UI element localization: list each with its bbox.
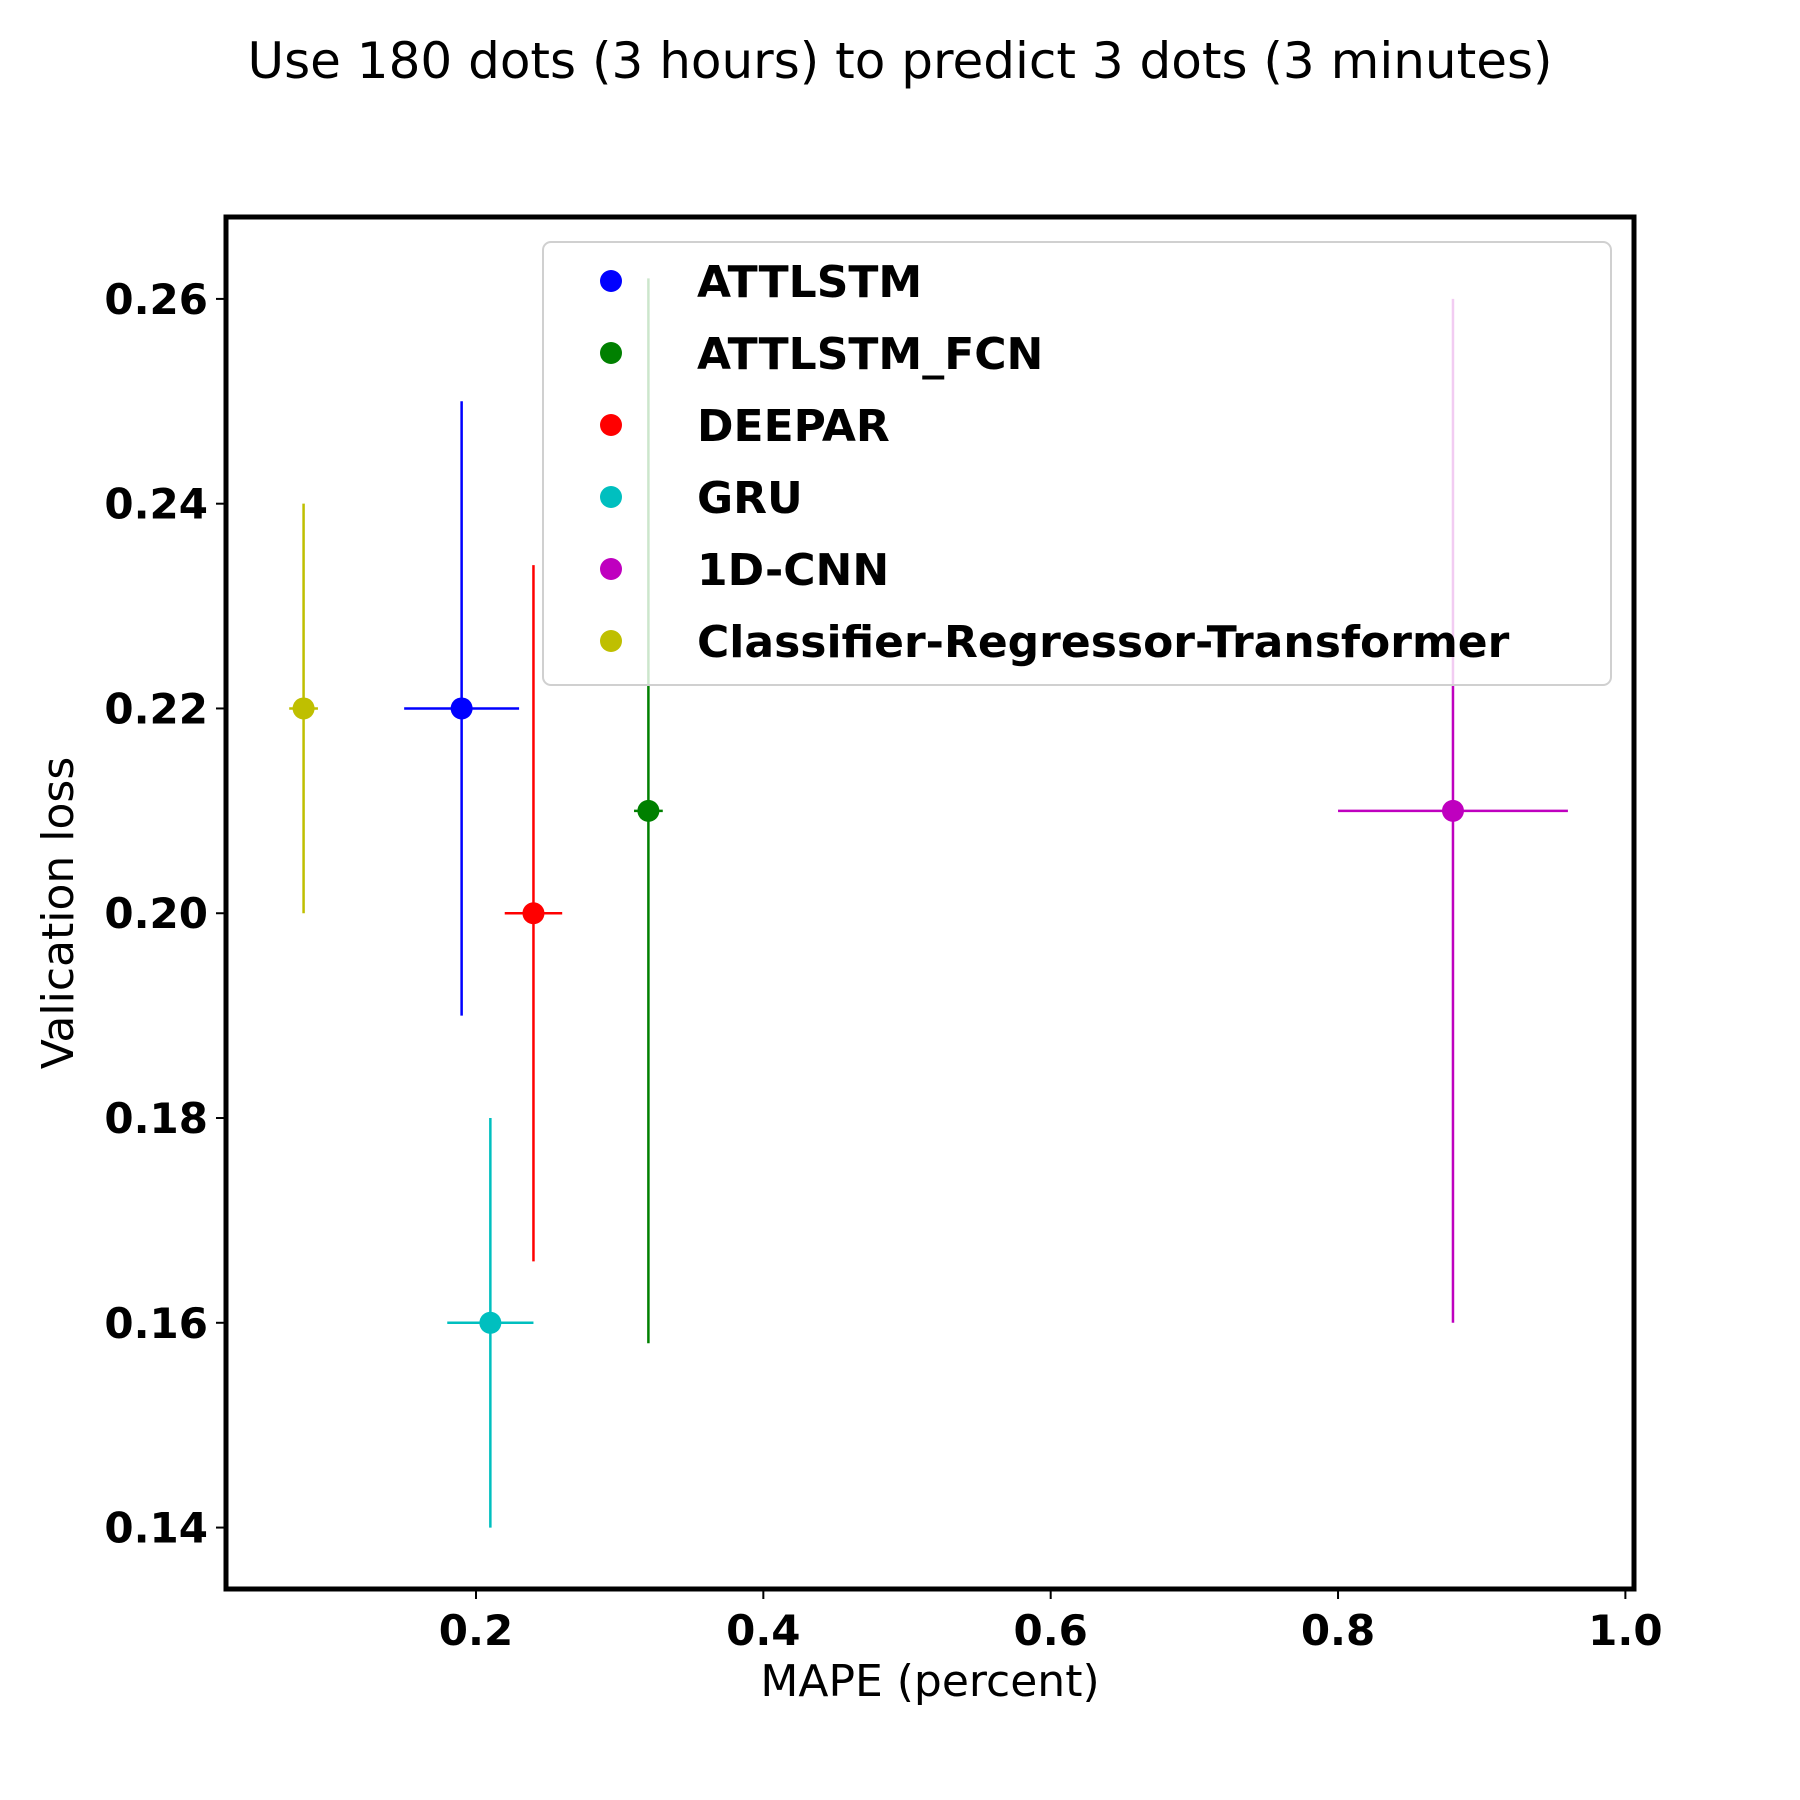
data-point-gru [479,1311,502,1334]
y-tick-label: 0.22 [104,684,208,733]
legend-box [542,241,1612,686]
x-tick-label: 1.0 [1588,1606,1662,1655]
legend-label-deepar: DEEPAR [697,401,890,452]
data-point-attlstm-fcn [637,799,660,822]
x-tick-label: 0.2 [439,1606,513,1655]
legend-marker-attlstm [600,270,622,292]
legend-marker-classifier-regressor-transformer [600,630,622,652]
legend-label-classifier-regressor-transformer: Classifier-Regressor-Transformer [697,617,1510,668]
data-point-attlstm [450,697,473,720]
legend: ATTLSTM ATTLSTM_FCN DEEPAR GRU 1D-CNN Classif… [542,241,1612,686]
chart-title: Use 180 dots (3 hours) to predict 3 dots… [247,32,1552,90]
x-tick-label: 0.8 [1301,1606,1375,1655]
x-axis-label: MAPE (percent) [760,1656,1099,1707]
y-tick-label: 0.20 [104,889,208,938]
y-tick-label: 0.14 [104,1504,208,1553]
x-tick-label: 0.4 [726,1606,800,1655]
legend-marker-deepar [600,414,622,436]
plot-frame [223,214,1637,1592]
data-point-classifier-regressor-transformer [292,697,315,720]
legend-label-1d-cnn: 1D-CNN [697,545,889,596]
y-tick-label: 0.24 [104,480,208,529]
legend-label-attlstm-fcn: ATTLSTM_FCN [697,329,1043,380]
y-tick-label: 0.26 [104,275,208,324]
y-axis-label: Valication loss [33,757,84,1070]
y-tick-label: 0.16 [104,1299,208,1348]
y-axis: 0.14 0.16 0.18 0.20 0.22 0.24 0.26 [104,275,226,1553]
x-axis: 0.2 0.4 0.6 0.8 1.0 [439,1589,1663,1655]
x-tick-label: 0.6 [1013,1606,1087,1655]
legend-marker-gru [600,486,622,508]
legend-label-attlstm: ATTLSTM [697,257,922,308]
data-point-deepar [522,902,545,925]
y-tick-label: 0.18 [104,1094,208,1143]
data-point-1d-cnn [1441,799,1464,822]
legend-marker-1d-cnn [600,558,622,580]
legend-marker-attlstm-fcn [600,342,622,364]
legend-label-gru: GRU [697,473,803,524]
